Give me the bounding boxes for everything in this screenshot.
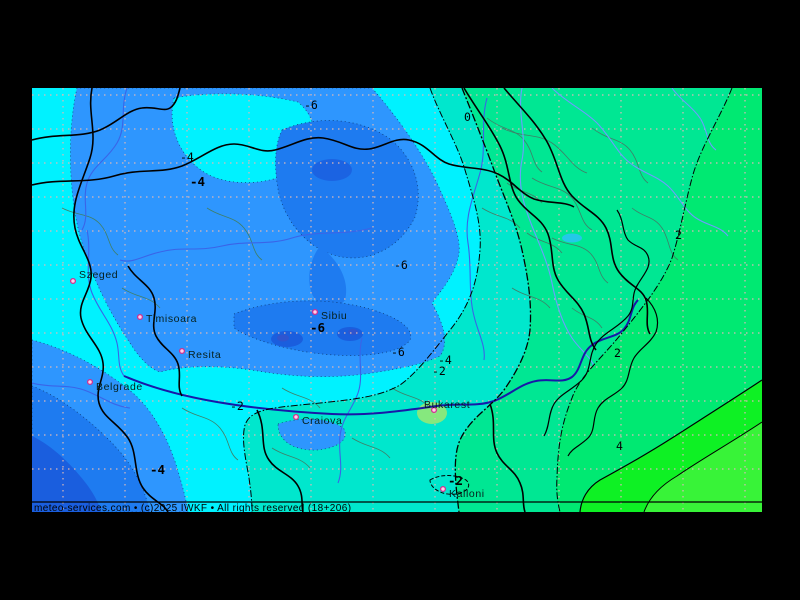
contour-label: -6 <box>391 345 405 359</box>
city-label: Bukarest <box>424 399 470 411</box>
city-label: Timisoara <box>146 313 197 325</box>
city-layer: Szeged Timisoara Resita Belgrade Sibiu Bukare… <box>69 269 485 500</box>
city-label: Kalloni <box>449 488 485 500</box>
contour-label: 4 <box>616 439 623 453</box>
contour-label: 0 <box>464 110 471 124</box>
city-marker <box>311 308 319 316</box>
contour-label: -4 <box>180 150 194 164</box>
contour-label: -4 <box>438 353 452 367</box>
band-blue-balkan <box>277 418 346 451</box>
temperature-bands <box>32 88 762 512</box>
city-marker <box>69 277 77 285</box>
city-label: Szeged <box>79 269 118 281</box>
band-corner-lime <box>644 422 762 512</box>
city-marker <box>439 485 447 493</box>
temperature-map: Szeged Timisoara Resita Belgrade Sibiu Bukare… <box>32 88 762 512</box>
city-label: Sibiu <box>321 310 347 322</box>
city-label: Resita <box>188 349 221 361</box>
contour-label: -2 <box>448 473 463 488</box>
contour-label: -2 <box>432 364 446 378</box>
cold-spot <box>312 159 352 181</box>
city-marker <box>430 406 438 414</box>
city-marker <box>86 378 94 386</box>
city-marker <box>292 413 300 421</box>
contour-label: 2 <box>675 228 682 242</box>
band-blue-cold-link <box>309 246 347 308</box>
contour-label: -4 <box>150 462 165 477</box>
cold-spot-core <box>277 334 289 342</box>
contour-lines <box>243 88 762 512</box>
district-borders <box>61 117 679 469</box>
band-blue-southwest-3 <box>32 436 101 512</box>
contour-label: -4 <box>190 174 205 189</box>
map-canvas: Szeged Timisoara Resita Belgrade Sibiu Bukare… <box>32 88 762 512</box>
city-label: Craiova <box>302 415 342 427</box>
lake <box>562 233 582 243</box>
city-marker <box>136 313 144 321</box>
country-borders <box>32 88 651 512</box>
contour-label: -2 <box>230 399 244 413</box>
contour-label: -6 <box>304 98 318 112</box>
contour-label: -6 <box>394 258 408 272</box>
contour-label: 2 <box>614 346 621 360</box>
city-label: Belgrade <box>96 381 143 393</box>
attribution-text: meteo-services.com • (c)2025 IWKF • All … <box>34 503 352 513</box>
danube-river <box>123 299 639 416</box>
coastline <box>543 209 659 457</box>
band-2-4 <box>556 88 762 512</box>
cold-spot-core <box>348 329 358 335</box>
contour-label: -6 <box>310 320 325 335</box>
city-marker <box>178 347 186 355</box>
rivers <box>32 88 729 484</box>
